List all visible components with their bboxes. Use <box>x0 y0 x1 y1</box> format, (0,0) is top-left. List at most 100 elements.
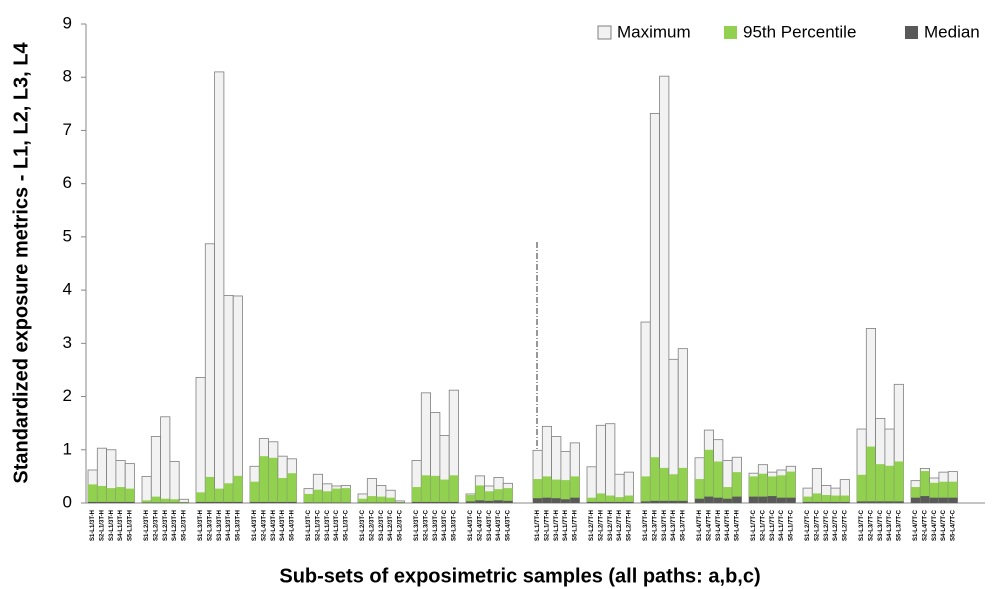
y-tick-label: 3 <box>63 333 72 352</box>
bar <box>587 497 597 503</box>
bar <box>560 499 571 503</box>
bar <box>542 476 552 503</box>
bar <box>151 502 161 503</box>
x-tick-label: S1-L3/3T-C <box>414 509 420 541</box>
bar <box>659 500 669 503</box>
bar <box>830 495 841 503</box>
bar <box>649 113 660 504</box>
bar <box>586 466 597 504</box>
bar <box>595 424 606 504</box>
bar <box>466 495 476 503</box>
bar <box>605 495 615 503</box>
y-tick-label: 5 <box>63 226 72 245</box>
x-tick-label: S2-L1/3T-C <box>316 509 322 541</box>
bar <box>722 487 733 503</box>
bar <box>195 376 206 504</box>
x-tick-label: S4-L1/7T-C <box>779 509 785 541</box>
bar <box>395 502 405 503</box>
bar <box>749 476 759 503</box>
x-tick-label: S1-L1/7T-C <box>751 509 757 541</box>
x-tick-label: S4-L1/3T-C <box>334 509 340 541</box>
bar <box>259 501 269 503</box>
x-tick-label: S5-L4/3T-H <box>289 510 295 541</box>
x-tick-label: S5-L1/7T-H <box>572 510 578 541</box>
bar <box>812 493 822 503</box>
bar <box>385 497 396 503</box>
bar <box>287 473 297 503</box>
x-tick-label: S3-L2/7T-C <box>824 509 830 541</box>
x-tick-label: S2-L2/3T-H <box>154 510 160 541</box>
x-tick-label: S4-L4/3T-H <box>280 510 286 541</box>
bar <box>259 456 269 503</box>
bar <box>911 497 921 503</box>
bar <box>287 501 297 503</box>
bar <box>385 502 396 503</box>
x-tick-label: S2-L2/7T-C <box>815 509 821 541</box>
bar <box>142 500 152 503</box>
bar <box>214 501 224 503</box>
bar <box>493 500 504 503</box>
x-axis-title: Sub-sets of exposimetric samples (all pa… <box>279 565 760 587</box>
bar <box>223 295 234 504</box>
bar <box>223 501 234 503</box>
bar <box>786 471 796 503</box>
bar <box>88 484 98 503</box>
x-tick-label: S4-L4/7T-H <box>725 510 731 541</box>
x-tick-label: S4-L2/7T-H <box>617 510 623 541</box>
bar <box>277 501 288 503</box>
bar <box>938 481 949 503</box>
x-tick-label: S5-L1/7T-C <box>788 509 794 541</box>
bar <box>331 488 342 503</box>
bar <box>106 488 116 503</box>
bar <box>412 501 422 503</box>
bar <box>88 501 98 503</box>
bar <box>678 467 688 503</box>
bar <box>97 485 107 503</box>
bar <box>614 497 625 503</box>
bar <box>313 489 323 503</box>
bar <box>160 416 171 504</box>
bar <box>840 495 850 503</box>
bar <box>268 457 278 503</box>
bar <box>493 489 504 503</box>
bar <box>304 502 314 503</box>
bar <box>223 483 234 503</box>
x-tick-label: S1-L1/3T-H <box>90 510 96 541</box>
bar <box>875 464 885 503</box>
bar <box>214 71 225 504</box>
bar <box>204 243 216 504</box>
bar <box>205 476 215 503</box>
bar <box>150 436 162 504</box>
bar <box>125 501 135 503</box>
x-tick-label: S2-L4/3T-H <box>262 510 268 541</box>
bar <box>857 474 867 503</box>
bar <box>640 321 651 504</box>
bar <box>920 496 930 503</box>
x-tick-label: S5-L1/3T-H <box>127 510 133 541</box>
x-tick-label: S3-L4/3T-C <box>487 509 493 541</box>
bar <box>449 501 459 503</box>
x-tick-label: S5-L2/7T-H <box>626 510 632 541</box>
bar <box>570 497 580 503</box>
bar <box>439 479 450 503</box>
x-tick-label: S4-L3/7T-H <box>671 510 677 541</box>
x-tick-label: S4-L2/3T-H <box>172 510 178 541</box>
bar <box>367 502 377 503</box>
x-tick-label: S4-L4/7T-C <box>941 509 947 541</box>
bar <box>341 488 351 503</box>
x-tick-label: S5-L4/7T-H <box>734 510 740 541</box>
bar <box>875 501 885 503</box>
x-tick-label: S1-L2/7T-C <box>805 509 811 541</box>
bar <box>169 502 180 503</box>
legend-swatch <box>724 26 737 39</box>
bar <box>233 475 243 503</box>
x-tick-label: S5-L3/7T-C <box>896 509 902 541</box>
y-tick-label: 1 <box>63 439 72 458</box>
bar <box>786 497 796 503</box>
x-tick-label: S2-L3/3T-H <box>208 510 214 541</box>
bar <box>196 501 206 503</box>
x-tick-label: S1-L3/3T-H <box>198 510 204 541</box>
x-tick-label: S1-L3/7T-C <box>859 509 865 541</box>
bar <box>596 501 606 503</box>
bar <box>884 501 895 503</box>
